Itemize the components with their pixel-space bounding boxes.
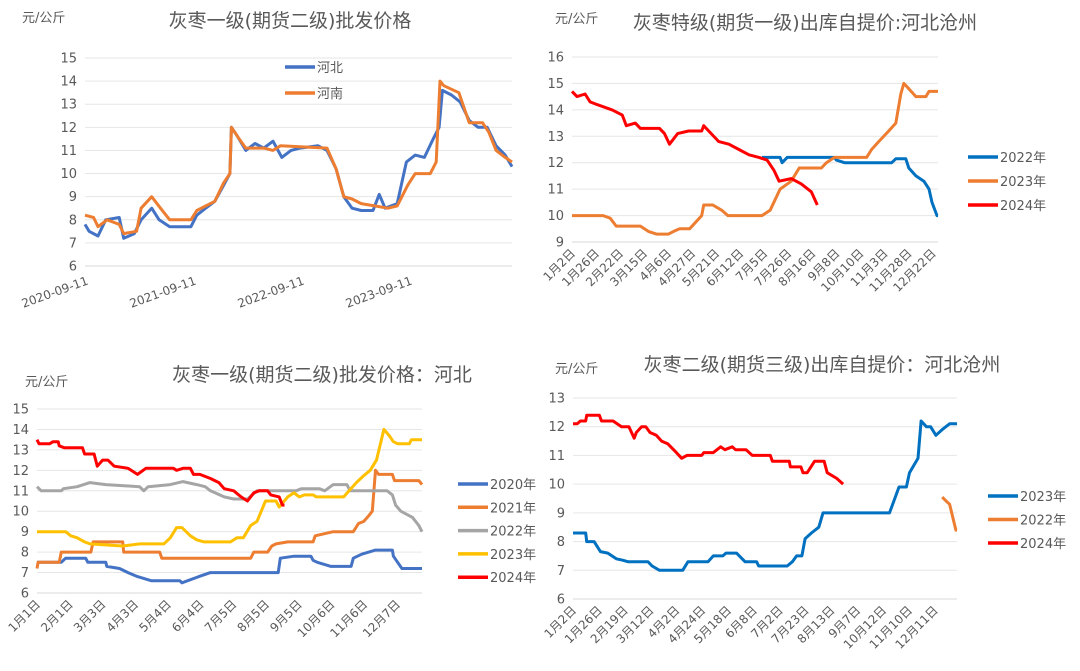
y-tick-label: 10 <box>548 478 565 493</box>
chart-title: 灰枣二级(期货三级)出库自提价：河北沧州 <box>644 354 1001 376</box>
x-tick-label: 3月3日 <box>71 597 109 635</box>
y-axis-unit: 元/公斤 <box>22 11 65 26</box>
y-tick-label: 8 <box>69 213 77 228</box>
y-tick-label: 6 <box>69 260 77 275</box>
y-tick-label: 11 <box>547 183 564 198</box>
x-tick-label: 2月1日 <box>38 597 76 635</box>
legend-label: 2021年 <box>490 501 536 516</box>
legend-label: 2024年 <box>490 571 536 586</box>
series-line-2023年 <box>572 81 938 236</box>
y-tick-label: 8 <box>21 546 29 561</box>
y-tick-label: 9 <box>69 190 77 205</box>
y-tick-label: 7 <box>21 566 29 581</box>
y-tick-label: 9 <box>557 506 565 521</box>
y-tick-label: 15 <box>547 77 564 92</box>
series-line-河北 <box>83 88 514 240</box>
y-tick-label: 13 <box>548 392 565 407</box>
y-tick-label: 6 <box>557 593 565 608</box>
y-tick-label: 15 <box>12 403 29 418</box>
legend-label: 2023年 <box>1020 490 1066 505</box>
chart-title: 灰枣特级(期货一级)出库自提价:河北沧州 <box>633 12 977 34</box>
legend-label: 2024年 <box>1000 199 1046 214</box>
series-line-2022年 <box>35 480 424 533</box>
y-tick-label: 9 <box>21 525 29 540</box>
legend-label: 2022年 <box>490 525 536 540</box>
x-tick-label: 7月5日 <box>202 597 240 635</box>
legend-label: 2022年 <box>1000 151 1046 166</box>
y-tick-label: 10 <box>12 505 29 520</box>
x-tick-label: 1月1日 <box>5 597 43 635</box>
chart-title: 灰枣一级(期货二级)批发价格 <box>169 10 412 32</box>
y-tick-label: 12 <box>60 121 77 136</box>
y-axis-unit: 元/公斤 <box>25 375 68 390</box>
legend-label: 2023年 <box>1000 175 1046 190</box>
x-tick-label: 2021-09-11 <box>128 274 198 311</box>
y-axis-unit: 元/公斤 <box>555 12 598 27</box>
chart-title: 灰枣一级(期货二级)批发价格：河北 <box>172 364 472 386</box>
series-line-2024年 <box>573 413 845 486</box>
x-tick-label: 2023-09-11 <box>344 274 414 311</box>
y-tick-label: 14 <box>12 423 29 438</box>
series-line-2024年 <box>35 439 285 507</box>
series-line-2024年 <box>570 90 819 206</box>
y-tick-label: 6 <box>21 587 29 602</box>
series-line-2022年 <box>762 155 939 218</box>
x-tick-label: 8月5日 <box>235 597 273 635</box>
series-line-2020年 <box>37 548 422 585</box>
y-tick-label: 13 <box>60 98 77 113</box>
legend-label: 2023年 <box>490 548 536 563</box>
y-tick-label: 10 <box>547 209 564 224</box>
y-tick-label: 13 <box>547 130 564 145</box>
x-tick-label: 2022-09-11 <box>236 274 306 311</box>
series-line-2023年 <box>37 427 422 548</box>
legend-label: 2020年 <box>490 478 536 493</box>
y-tick-label: 9 <box>556 236 564 251</box>
x-tick-label: 6月4日 <box>169 597 207 635</box>
y-tick-label: 11 <box>60 144 77 159</box>
chart-2: 灰枣特级(期货一级)出库自提价:河北沧州元/公斤9101112131415161… <box>540 12 1046 295</box>
y-tick-label: 7 <box>557 564 565 579</box>
y-tick-label: 15 <box>60 52 77 67</box>
legend-label: 2024年 <box>1020 537 1066 552</box>
y-tick-label: 12 <box>547 156 564 171</box>
y-tick-label: 8 <box>557 535 565 550</box>
x-tick-label: 5月4日 <box>136 597 174 635</box>
series-line-2023年 <box>573 419 957 572</box>
y-axis-unit: 元/公斤 <box>555 362 598 377</box>
legend-label: 河北 <box>317 61 343 76</box>
y-tick-label: 7 <box>69 236 77 251</box>
y-tick-label: 14 <box>547 103 564 118</box>
y-tick-label: 16 <box>547 51 564 66</box>
y-tick-label: 13 <box>12 443 29 458</box>
y-tick-label: 12 <box>12 464 29 479</box>
x-tick-label: 2020-09-11 <box>20 274 90 311</box>
y-tick-label: 11 <box>548 449 565 464</box>
series-line-2022年 <box>941 496 958 532</box>
series-line-河南 <box>84 79 513 236</box>
y-tick-label: 12 <box>548 420 565 435</box>
y-tick-label: 11 <box>12 484 29 499</box>
chart-3: 灰枣一级(期货二级)批发价格：河北元/公斤 6 7 8 9 10 11 12 13 14 15 1月1… <box>5 364 536 640</box>
legend-label: 河南 <box>317 86 343 102</box>
chart-1: 灰枣一级(期货二级)批发价格 元/公斤 6 7 8 9 10 11 12 13 14 15 2020-0… <box>20 10 514 311</box>
legend-label: 2022年 <box>1020 514 1066 529</box>
chart-4: 灰枣二级(期货三级)出库自提价：河北沧州元/公斤6789101112131月2日… <box>541 354 1066 652</box>
y-tick-label: 10 <box>60 167 77 182</box>
x-tick-label: 4月3日 <box>104 597 142 635</box>
y-tick-label: 14 <box>60 75 77 90</box>
